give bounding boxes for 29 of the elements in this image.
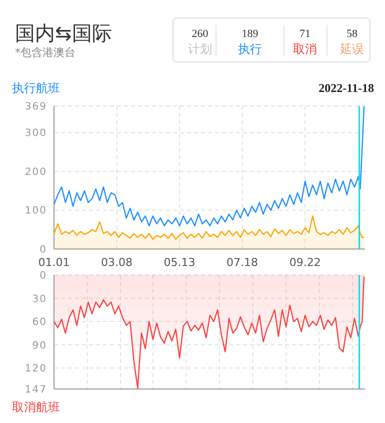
data-label: 71: [300, 28, 310, 40]
x-tick-label: 05.13: [164, 256, 196, 269]
x-tick-label: 03.08: [101, 256, 133, 269]
text: 取消航班: [12, 400, 60, 414]
y-tick-label: 120: [24, 364, 47, 375]
data-label: 58: [346, 28, 358, 40]
text: 国内⇆国际: [15, 21, 112, 45]
x-tick-label: 01.01: [38, 256, 70, 269]
y-tick-label: 60: [32, 317, 47, 328]
text: 2022-11-18: [318, 81, 374, 95]
y-tick-label: 369: [24, 102, 47, 112]
y-tick-label: 90: [32, 340, 47, 352]
y-tick-label: 100: [24, 206, 47, 217]
y-tick-label: 0: [40, 270, 47, 282]
y-tick-label: 0: [40, 244, 47, 256]
y-tick-label: 147: [24, 384, 47, 396]
chart-title: 执行航班: [12, 81, 60, 95]
x-tick-label: 09.22: [289, 256, 321, 269]
category-label: 执行: [238, 42, 262, 56]
x-tick-label: 07.18: [226, 256, 258, 269]
data-label: 260: [192, 28, 209, 40]
y-tick-label: 300: [24, 128, 47, 140]
category-label: 计划: [188, 42, 212, 56]
category-label: 取消: [293, 42, 317, 56]
category-label: 延误: [339, 42, 364, 56]
data-label: 189: [242, 28, 259, 40]
text: *包含港澳台: [15, 46, 76, 59]
y-tick-label: 30: [32, 294, 47, 305]
y-tick-label: 200: [24, 166, 47, 178]
